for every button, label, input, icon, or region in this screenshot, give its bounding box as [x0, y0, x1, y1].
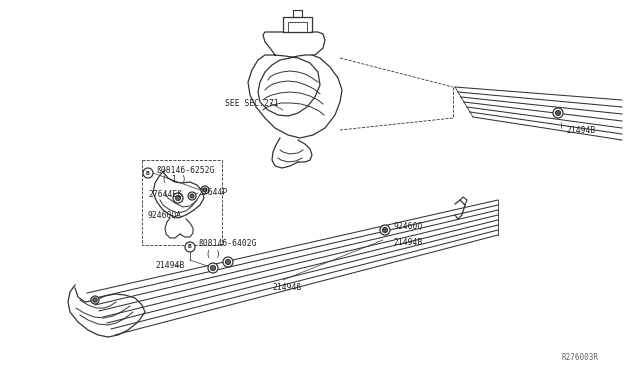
Circle shape [553, 108, 563, 118]
Text: ß08146-6252G: ß08146-6252G [156, 166, 214, 174]
Text: B: B [146, 170, 150, 176]
Text: 27644Eß: 27644Eß [148, 189, 182, 199]
Text: 21494B: 21494B [393, 237, 422, 247]
Circle shape [208, 263, 218, 273]
Circle shape [190, 194, 194, 198]
Circle shape [380, 225, 390, 235]
Circle shape [185, 242, 195, 252]
Text: 27644P: 27644P [198, 187, 227, 196]
Text: 92460QA: 92460QA [148, 211, 182, 219]
Circle shape [188, 192, 196, 200]
Text: ß08146-6402G: ß08146-6402G [198, 240, 257, 248]
Circle shape [175, 196, 180, 201]
Circle shape [93, 298, 97, 302]
Circle shape [203, 188, 207, 192]
Text: 21494B: 21494B [155, 262, 184, 270]
Circle shape [91, 296, 99, 304]
Text: R276003R: R276003R [562, 353, 599, 362]
Circle shape [225, 260, 230, 264]
Text: SEE SEC.271: SEE SEC.271 [225, 99, 278, 108]
Circle shape [211, 266, 216, 270]
Text: 21494ß: 21494ß [272, 283, 301, 292]
Circle shape [201, 186, 209, 194]
Text: ( 1 ): ( 1 ) [162, 174, 186, 183]
Circle shape [223, 257, 233, 267]
Text: 92460Q: 92460Q [393, 221, 422, 231]
Text: B: B [188, 244, 192, 250]
Text: ( ): ( ) [206, 250, 221, 259]
Circle shape [556, 110, 561, 115]
Circle shape [383, 228, 387, 232]
Circle shape [143, 168, 153, 178]
Circle shape [173, 193, 183, 203]
Text: 21494B: 21494B [566, 125, 595, 135]
